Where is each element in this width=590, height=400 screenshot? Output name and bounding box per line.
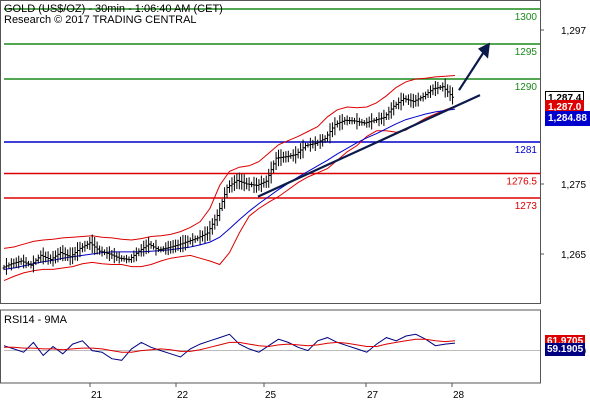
chart-title: GOLD (US$/OZ) - 30min - 1:06:40 AM (CET) <box>4 3 223 15</box>
rsi-series-9ma <box>4 338 456 353</box>
y-tick-label: 1,275 <box>561 180 586 191</box>
level-label: 1281 <box>515 145 538 156</box>
level-label: 1276.5 <box>506 177 537 188</box>
y-tick-label: 1,265 <box>561 250 586 261</box>
moving-average <box>3 108 456 270</box>
bollinger-upper <box>3 75 456 249</box>
x-tick-label: 28 <box>453 390 465 400</box>
level-label: 1273 <box>515 201 538 212</box>
rsi-plot <box>3 333 540 361</box>
x-tick-label: 25 <box>265 390 277 400</box>
rsi-series-rsi14 <box>3 333 456 361</box>
rsi-frame <box>0 309 541 384</box>
target-arrow-shaft <box>458 48 487 91</box>
x-tick-label: 22 <box>177 390 189 400</box>
rsi-title: RSI14 - 9MA <box>4 314 67 326</box>
target-arrow-head <box>478 42 490 59</box>
bollinger-lower <box>3 105 456 282</box>
trend-line <box>257 94 481 198</box>
rsi-value-tag: 59.1905 <box>545 343 586 357</box>
level-label: 1295 <box>515 47 538 58</box>
y-tick-label: 1,297 <box>561 26 586 37</box>
main-plot: 1300 1295 1290 1281 1276.5 1273 <box>2 8 540 282</box>
chart-source: Research © 2017 TRADING CENTRAL <box>4 14 197 26</box>
x-tick-label: 27 <box>367 390 379 400</box>
x-tick-label: 21 <box>91 390 103 400</box>
level-label: 1290 <box>515 82 538 93</box>
price-tag: 1,284.88 <box>545 110 590 126</box>
level-label: 1300 <box>515 12 538 23</box>
main-frame <box>0 0 541 304</box>
